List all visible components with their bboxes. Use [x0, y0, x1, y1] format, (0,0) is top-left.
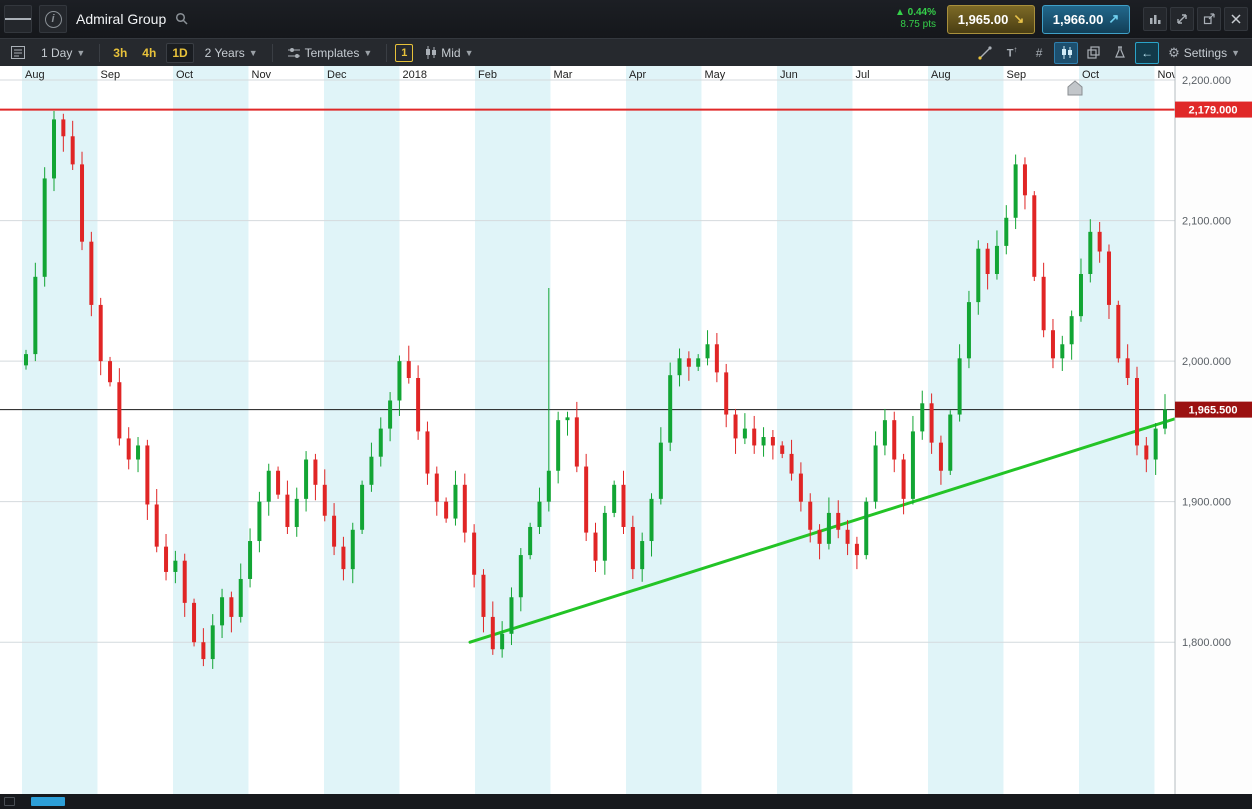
trendline-tool-button[interactable]: [973, 42, 997, 64]
chart-list-icon: [11, 46, 25, 59]
buy-button[interactable]: 1,966.00 ↗: [1042, 4, 1130, 34]
candle-mode-icon: [426, 46, 437, 59]
instrument-title: Admiral Group: [76, 11, 167, 27]
svg-text:2,100.000: 2,100.000: [1182, 216, 1231, 228]
svg-text:Mar: Mar: [554, 69, 573, 81]
info-icon: i: [44, 10, 62, 28]
templates-icon: [287, 47, 300, 58]
range-dropdown[interactable]: 2 Years ▼: [204, 45, 258, 60]
duplicate-chart-button[interactable]: [1081, 42, 1105, 64]
price-change: ▲ 0.44% 8.75 pts: [894, 7, 936, 30]
bottom-active-tab[interactable]: [31, 797, 65, 806]
chevron-down-icon: ▼: [363, 47, 373, 58]
popout-button[interactable]: [1197, 7, 1221, 31]
duplicate-chart-icon: [1086, 46, 1100, 59]
resistance-price-badge[interactable]: 2,179.000: [1175, 101, 1252, 118]
svg-text:Oct: Oct: [176, 69, 193, 81]
chart-list-button[interactable]: [6, 42, 30, 64]
svg-text:1,965.500: 1,965.500: [1189, 405, 1238, 417]
svg-text:1,900.000: 1,900.000: [1182, 497, 1231, 509]
svg-text:Nov: Nov: [1158, 69, 1178, 81]
close-button[interactable]: [1224, 7, 1248, 31]
layout-button[interactable]: [1143, 7, 1167, 31]
candles-layer: [24, 110, 1167, 669]
popout-icon: [1203, 13, 1215, 25]
price-mode-dropdown[interactable]: Mid ▼: [418, 44, 479, 62]
text-tool-icon: T↑: [1006, 45, 1018, 60]
svg-text:2,179.000: 2,179.000: [1189, 105, 1238, 117]
back-button[interactable]: ←: [1135, 41, 1160, 64]
svg-text:Jul: Jul: [856, 69, 870, 81]
svg-text:Oct: Oct: [1082, 69, 1099, 81]
chart-type-button[interactable]: [1054, 41, 1079, 64]
chevron-down-icon: ▼: [76, 47, 86, 58]
trendline[interactable]: [468, 417, 1177, 644]
back-arrow-icon: ←: [1141, 45, 1154, 60]
indicators-button[interactable]: [1108, 42, 1132, 64]
search-icon[interactable]: [175, 12, 189, 26]
sell-button[interactable]: 1,965.00 ↘: [947, 4, 1035, 34]
svg-text:2,200.000: 2,200.000: [1182, 75, 1231, 87]
candlestick-type-icon: [1061, 46, 1072, 59]
svg-text:May: May: [705, 69, 726, 81]
grid-tool-button[interactable]: #: [1027, 42, 1051, 64]
chevron-down-icon: ▼: [1231, 47, 1240, 58]
svg-text:Nov: Nov: [252, 69, 272, 81]
svg-text:Sep: Sep: [1007, 69, 1027, 81]
svg-text:Dec: Dec: [327, 69, 347, 81]
svg-text:2,000.000: 2,000.000: [1182, 356, 1231, 368]
layout-icon: [1150, 15, 1161, 24]
chevron-down-icon: ▼: [464, 47, 474, 58]
trendline-tool-icon: [978, 45, 992, 60]
text-tool-button[interactable]: T↑: [1000, 42, 1024, 64]
up-triangle-icon: ▲: [894, 7, 908, 18]
grid-icon: #: [1035, 45, 1043, 60]
drawing-tools: T↑ # ← ⚙ Setti: [973, 41, 1246, 64]
timeframe-4h-button[interactable]: 4h: [142, 45, 157, 60]
gear-icon: ⚙: [1168, 44, 1180, 60]
templates-dropdown[interactable]: Templates ▼: [281, 44, 379, 62]
expand-icon: [1177, 14, 1187, 24]
topbar: i Admiral Group ▲ 0.44% 8.75 pts 1,965.0…: [0, 0, 1252, 38]
annotation-marker-icon[interactable]: [1067, 80, 1083, 96]
chart-area: Aug Sep Oct Nov Dec 2018 Feb Mar Apr May Jun Jul Aug…: [0, 66, 1252, 794]
bottom-chart-icon[interactable]: [4, 797, 15, 806]
svg-text:1,800.000: 1,800.000: [1182, 637, 1231, 649]
timeframe-1d-button[interactable]: 1D: [166, 42, 194, 63]
svg-text:Sep: Sep: [101, 69, 121, 81]
expand-button[interactable]: [1170, 7, 1194, 31]
buy-arrow-icon: ↗: [1108, 11, 1120, 26]
info-button[interactable]: i: [39, 5, 67, 33]
chevron-down-icon: ▼: [248, 47, 258, 58]
bar-width-button[interactable]: 1: [395, 43, 414, 62]
interval-dropdown[interactable]: 1 Day ▼: [41, 45, 86, 60]
svg-text:Feb: Feb: [478, 69, 497, 81]
svg-text:2018: 2018: [403, 69, 427, 81]
settings-dropdown[interactable]: ⚙ Settings ▼: [1168, 44, 1240, 60]
current-price-badge: 1,965.500: [1175, 401, 1252, 418]
svg-text:Jun: Jun: [780, 69, 798, 81]
svg-text:Aug: Aug: [931, 69, 951, 81]
svg-text:Aug: Aug: [25, 69, 45, 81]
svg-text:Apr: Apr: [629, 69, 646, 81]
indicator-flask-icon: [1115, 46, 1125, 58]
y-axis: 2,200.000 2,100.000 2,000.000 1,900.000 1,80…: [1174, 66, 1252, 794]
close-icon: [1231, 14, 1241, 24]
month-bands: [0, 66, 1175, 794]
price-chart[interactable]: Aug Sep Oct Nov Dec 2018 Feb Mar Apr May Jun Jul Aug…: [0, 66, 1252, 794]
menu-button[interactable]: [4, 5, 32, 33]
bottombar: [0, 794, 1252, 809]
sell-arrow-icon: ↘: [1013, 11, 1025, 26]
month-labels: Aug Sep Oct Nov Dec 2018 Feb Mar Apr May Jun Jul Aug…: [25, 69, 1178, 81]
timeframe-3h-button[interactable]: 3h: [113, 45, 128, 60]
chart-toolbar: 1 Day ▼ 3h 4h 1D 2 Years ▼ Templates ▼ 1 Mi…: [0, 38, 1252, 66]
window-controls: [1143, 7, 1248, 31]
